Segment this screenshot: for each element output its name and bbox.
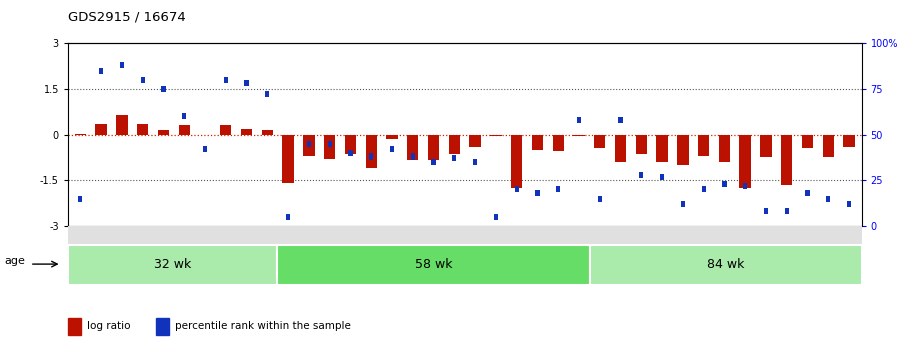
Bar xyxy=(303,135,315,156)
Bar xyxy=(764,208,768,214)
Bar xyxy=(95,124,107,135)
Bar xyxy=(785,208,789,214)
Bar xyxy=(552,135,564,151)
Bar xyxy=(220,125,232,135)
Bar xyxy=(182,113,186,119)
Bar xyxy=(597,196,602,201)
Bar xyxy=(760,135,772,157)
Bar xyxy=(722,181,727,187)
Bar xyxy=(119,62,124,68)
Bar xyxy=(116,115,128,135)
Bar xyxy=(536,190,539,196)
Bar xyxy=(345,135,357,154)
Bar xyxy=(265,91,270,97)
Bar xyxy=(244,80,249,86)
Bar xyxy=(224,77,228,83)
Bar xyxy=(78,196,82,201)
Bar xyxy=(739,135,751,188)
Bar xyxy=(449,135,460,154)
Bar xyxy=(656,135,668,162)
Bar xyxy=(639,172,643,178)
Text: log ratio: log ratio xyxy=(87,321,130,331)
Bar xyxy=(369,154,373,159)
Text: 84 wk: 84 wk xyxy=(707,258,745,271)
Bar xyxy=(74,134,86,135)
Text: percentile rank within the sample: percentile rank within the sample xyxy=(175,321,351,331)
Bar xyxy=(386,135,397,139)
Bar xyxy=(282,135,294,183)
Bar xyxy=(407,135,418,160)
Bar xyxy=(452,155,456,161)
Bar xyxy=(137,124,148,135)
Bar xyxy=(532,135,543,150)
Bar xyxy=(635,135,647,154)
Bar xyxy=(286,214,291,220)
Bar xyxy=(802,135,814,148)
Bar xyxy=(262,130,273,135)
Text: 58 wk: 58 wk xyxy=(414,258,452,271)
Bar xyxy=(515,186,519,193)
Bar xyxy=(203,146,207,152)
Bar xyxy=(826,196,831,201)
Text: GDS2915 / 16674: GDS2915 / 16674 xyxy=(68,10,186,23)
Bar xyxy=(366,135,377,168)
Bar xyxy=(847,201,852,207)
Bar xyxy=(99,68,103,73)
Bar xyxy=(68,318,81,335)
Bar xyxy=(594,135,605,148)
Bar xyxy=(307,141,311,147)
Bar xyxy=(660,174,664,180)
Bar xyxy=(470,135,481,147)
Bar xyxy=(428,135,439,160)
Bar xyxy=(241,129,252,135)
Bar xyxy=(432,159,435,165)
Bar xyxy=(157,130,169,135)
Bar xyxy=(681,201,685,207)
Bar xyxy=(348,150,353,156)
Text: age: age xyxy=(5,256,25,266)
Bar xyxy=(719,135,730,162)
Bar xyxy=(576,117,581,123)
Bar xyxy=(324,135,336,159)
Bar xyxy=(390,146,394,152)
Bar xyxy=(805,190,810,196)
Bar xyxy=(557,186,560,193)
Bar xyxy=(328,141,332,147)
Bar xyxy=(590,245,862,285)
Bar xyxy=(701,186,706,193)
Bar xyxy=(473,159,477,165)
Bar xyxy=(823,135,834,157)
Bar xyxy=(277,245,590,285)
Bar xyxy=(491,135,501,136)
Bar xyxy=(494,214,498,220)
Bar xyxy=(511,135,522,188)
Bar xyxy=(140,77,145,83)
Bar xyxy=(843,135,855,147)
Bar xyxy=(178,125,190,135)
Text: 32 wk: 32 wk xyxy=(154,258,191,271)
Bar xyxy=(156,318,169,335)
Bar xyxy=(614,135,626,162)
Bar xyxy=(411,154,414,159)
Bar xyxy=(161,86,166,92)
Bar xyxy=(68,245,277,285)
Bar xyxy=(677,135,689,165)
Bar xyxy=(743,183,748,189)
Bar xyxy=(698,135,710,156)
Bar xyxy=(573,135,585,136)
Bar xyxy=(618,117,623,123)
Bar xyxy=(781,135,793,185)
